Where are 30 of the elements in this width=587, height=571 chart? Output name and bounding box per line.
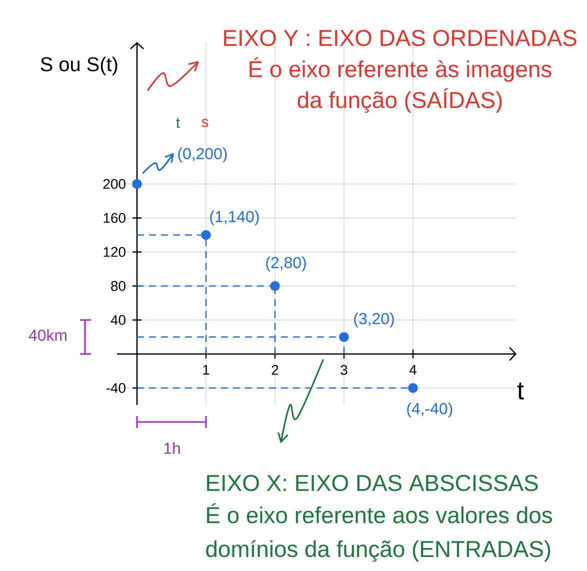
text: 1h (164, 442, 180, 454)
point (132, 179, 142, 189)
y-tick-label: 40 (110, 315, 126, 325)
annotation: (3,20) (354, 312, 394, 328)
x-tick-label: 3 (340, 365, 348, 375)
point (270, 281, 280, 291)
x-tick-label: 4 (409, 365, 416, 375)
x-tick-label: 1 (203, 365, 210, 375)
y-tick-label: 160 (104, 213, 126, 223)
point (201, 230, 211, 240)
annotation: (1,140) (210, 210, 259, 226)
y-tick-label: -40 (106, 383, 126, 393)
text: 40km (28, 329, 66, 341)
annotation: s (202, 118, 208, 128)
x-tick-label: 2 (272, 365, 278, 375)
annotation: (2,80) (266, 256, 306, 272)
point (408, 383, 418, 393)
point (339, 332, 349, 342)
y-axis-title: S ou S(t) (40, 56, 118, 76)
annotation: (4,-40) (407, 402, 452, 418)
annotation: EIXO Y : EIXO DAS ORDENADAS (224, 30, 576, 46)
x-axis-title: t (517, 382, 524, 400)
text: EIXO X: EIXO DAS ABSCISSAS (207, 474, 538, 492)
annotation: É o eixo referente às imagens da função (SAÍDAS) (250, 57, 552, 113)
y-tick-label: 80 (111, 281, 126, 291)
annotation: t (176, 118, 180, 128)
y-tick-label: 200 (103, 179, 126, 189)
annotation: (0,200) (178, 148, 227, 162)
text: É o eixo referente aos valores dos domínios da função (ENTRADAS) (206, 503, 552, 562)
y-tick-label: 120 (104, 247, 126, 257)
